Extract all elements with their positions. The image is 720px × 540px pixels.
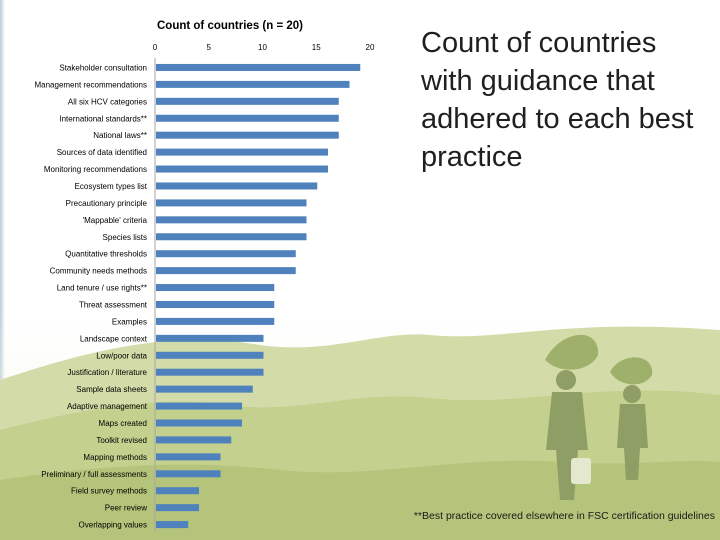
- category-label: National laws**: [93, 131, 147, 140]
- x-tick-label: 15: [312, 43, 321, 52]
- bar: [156, 63, 361, 71]
- bar: [156, 470, 221, 478]
- bar: [156, 317, 275, 325]
- category-label: Quantitative thresholds: [65, 250, 147, 259]
- category-label: Management recommendations: [34, 80, 147, 89]
- bar: [156, 300, 275, 308]
- category-label: Monitoring recommendations: [44, 165, 147, 174]
- bar: [156, 114, 339, 122]
- bar: [156, 80, 350, 88]
- child-carrying-bundle-figure: [610, 357, 653, 480]
- category-label: Precautionary principle: [66, 199, 148, 208]
- bar: [156, 334, 264, 342]
- slide-heading: Count of countries with guidance that ad…: [421, 27, 694, 173]
- x-tick-label: 20: [366, 43, 375, 52]
- category-label: Maps created: [99, 419, 147, 428]
- bar: [156, 250, 296, 258]
- category-label: Justification / literature: [67, 368, 147, 377]
- person-carrying-bundle-figure: [545, 334, 599, 500]
- footnote: **Best practice covered elsewhere in FSC…: [413, 510, 715, 522]
- category-label: 'Mappable' criteria: [83, 216, 148, 225]
- x-axis-ticks: 0 5 10 15 20: [153, 43, 375, 52]
- bar: [156, 368, 264, 376]
- category-label: Landscape context: [80, 334, 148, 343]
- category-label: Low/poor data: [96, 351, 147, 360]
- country-count-bar-chart: Count of countries (n = 20) 0 5 10 15 20 Sta…: [34, 20, 375, 532]
- category-label: Community needs methods: [50, 267, 147, 276]
- category-label: Ecosystem types list: [75, 182, 148, 191]
- bar: [156, 453, 221, 461]
- category-label: Toolkit revised: [96, 436, 147, 445]
- category-label: All six HCV categories: [68, 97, 147, 106]
- category-label: Adaptive management: [67, 402, 148, 411]
- bar: [156, 385, 253, 393]
- bar: [156, 436, 232, 444]
- chart-title: Count of countries (n = 20): [157, 20, 303, 32]
- category-label: Field survey methods: [71, 487, 147, 496]
- category-label: Stakeholder consultation: [59, 63, 147, 72]
- category-label: International standards**: [59, 114, 147, 123]
- category-label: Species lists: [103, 233, 147, 242]
- category-label: Overlapping values: [79, 521, 147, 530]
- bar: [156, 131, 339, 139]
- category-label: Examples: [112, 317, 147, 326]
- bar: [156, 182, 318, 190]
- bar: [156, 148, 328, 156]
- category-label: Mapping methods: [83, 453, 147, 462]
- bar: [156, 97, 339, 105]
- bar: [156, 199, 307, 207]
- category-label: Preliminary / full assessments: [41, 470, 147, 479]
- bar: [156, 521, 189, 529]
- bar: [156, 351, 264, 359]
- bar: [156, 233, 307, 241]
- category-label: Sources of data identified: [57, 148, 147, 157]
- bar: [156, 402, 242, 410]
- bar: [156, 165, 328, 173]
- x-tick-label: 5: [207, 43, 212, 52]
- bar: [156, 487, 199, 495]
- left-edge-rule: [0, 0, 5, 540]
- category-label: Land tenure / use rights**: [57, 284, 147, 293]
- bar: [156, 267, 296, 275]
- bar: [156, 284, 275, 292]
- bar: [156, 216, 307, 224]
- x-tick-label: 0: [153, 43, 158, 52]
- bars: [156, 63, 361, 529]
- category-label: Threat assessment: [79, 300, 148, 309]
- category-label: Peer review: [105, 504, 147, 513]
- bar: [156, 419, 242, 427]
- category-label: Sample data sheets: [76, 385, 147, 394]
- x-tick-label: 10: [258, 43, 267, 52]
- category-labels: Stakeholder consultation Management recom…: [34, 63, 147, 529]
- bar: [156, 504, 199, 512]
